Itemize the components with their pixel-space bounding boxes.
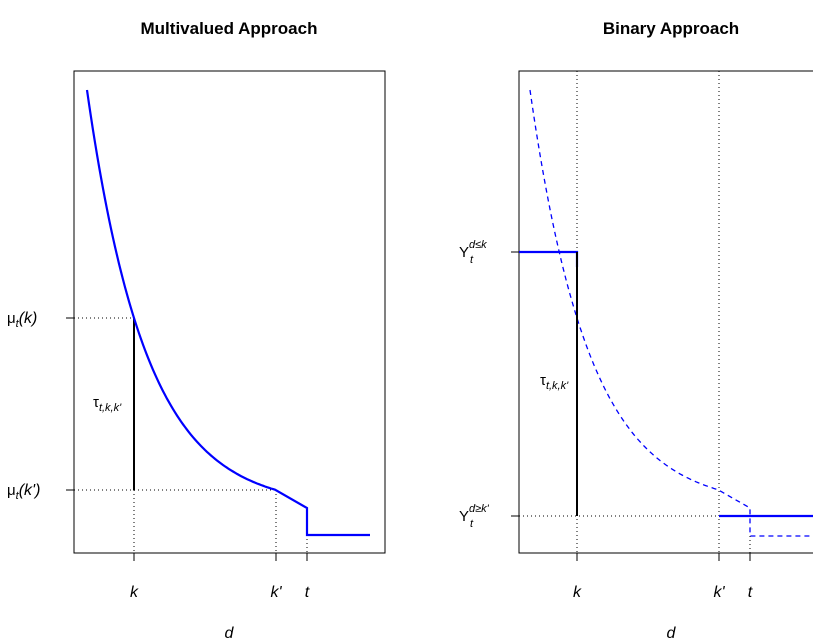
right-title: Binary Approach — [603, 19, 739, 38]
panel-binary: Binary Approach Yd≤k t Yd≥k' t k k' t τt… — [459, 19, 813, 642]
right-plot-frame — [518, 70, 813, 554]
right-ytick-label-y-le: Yd≤k — [459, 239, 487, 261]
right-x-axis-label: d — [667, 625, 677, 642]
right-effect-label: τt,k,k' — [540, 372, 569, 392]
left-xtick-label-t: t — [305, 584, 310, 601]
left-plot-frame — [73, 70, 386, 554]
right-ytick-label-y-ge: Yd≥k' — [459, 503, 490, 525]
right-xtick-label-kp: k' — [713, 584, 725, 601]
left-title: Multivalued Approach — [141, 19, 318, 38]
left-series-curve — [85, 89, 370, 537]
panel-multivalued: Multivalued Approach μt(k) μt(k') k k' t… — [7, 19, 386, 642]
left-effect-label: τt,k,k' — [93, 394, 122, 414]
left-x-axis-label: d — [225, 625, 235, 642]
left-xtick-label-k: k — [130, 584, 139, 601]
right-series-step-low-dose — [519, 250, 579, 267]
right-xtick-label-k: k — [573, 584, 582, 601]
left-ytick-label-mu-k: μt(k) — [7, 310, 37, 330]
right-ytick-label-y-ge-sub: t — [470, 518, 474, 530]
right-ytick-label-y-le-sub: t — [470, 254, 474, 266]
right-series-curve-dashed — [529, 89, 813, 537]
left-xtick-label-kp: k' — [270, 584, 282, 601]
left-ytick-label-mu-kp: μt(k') — [7, 482, 40, 502]
right-xtick-label-t: t — [748, 584, 753, 601]
